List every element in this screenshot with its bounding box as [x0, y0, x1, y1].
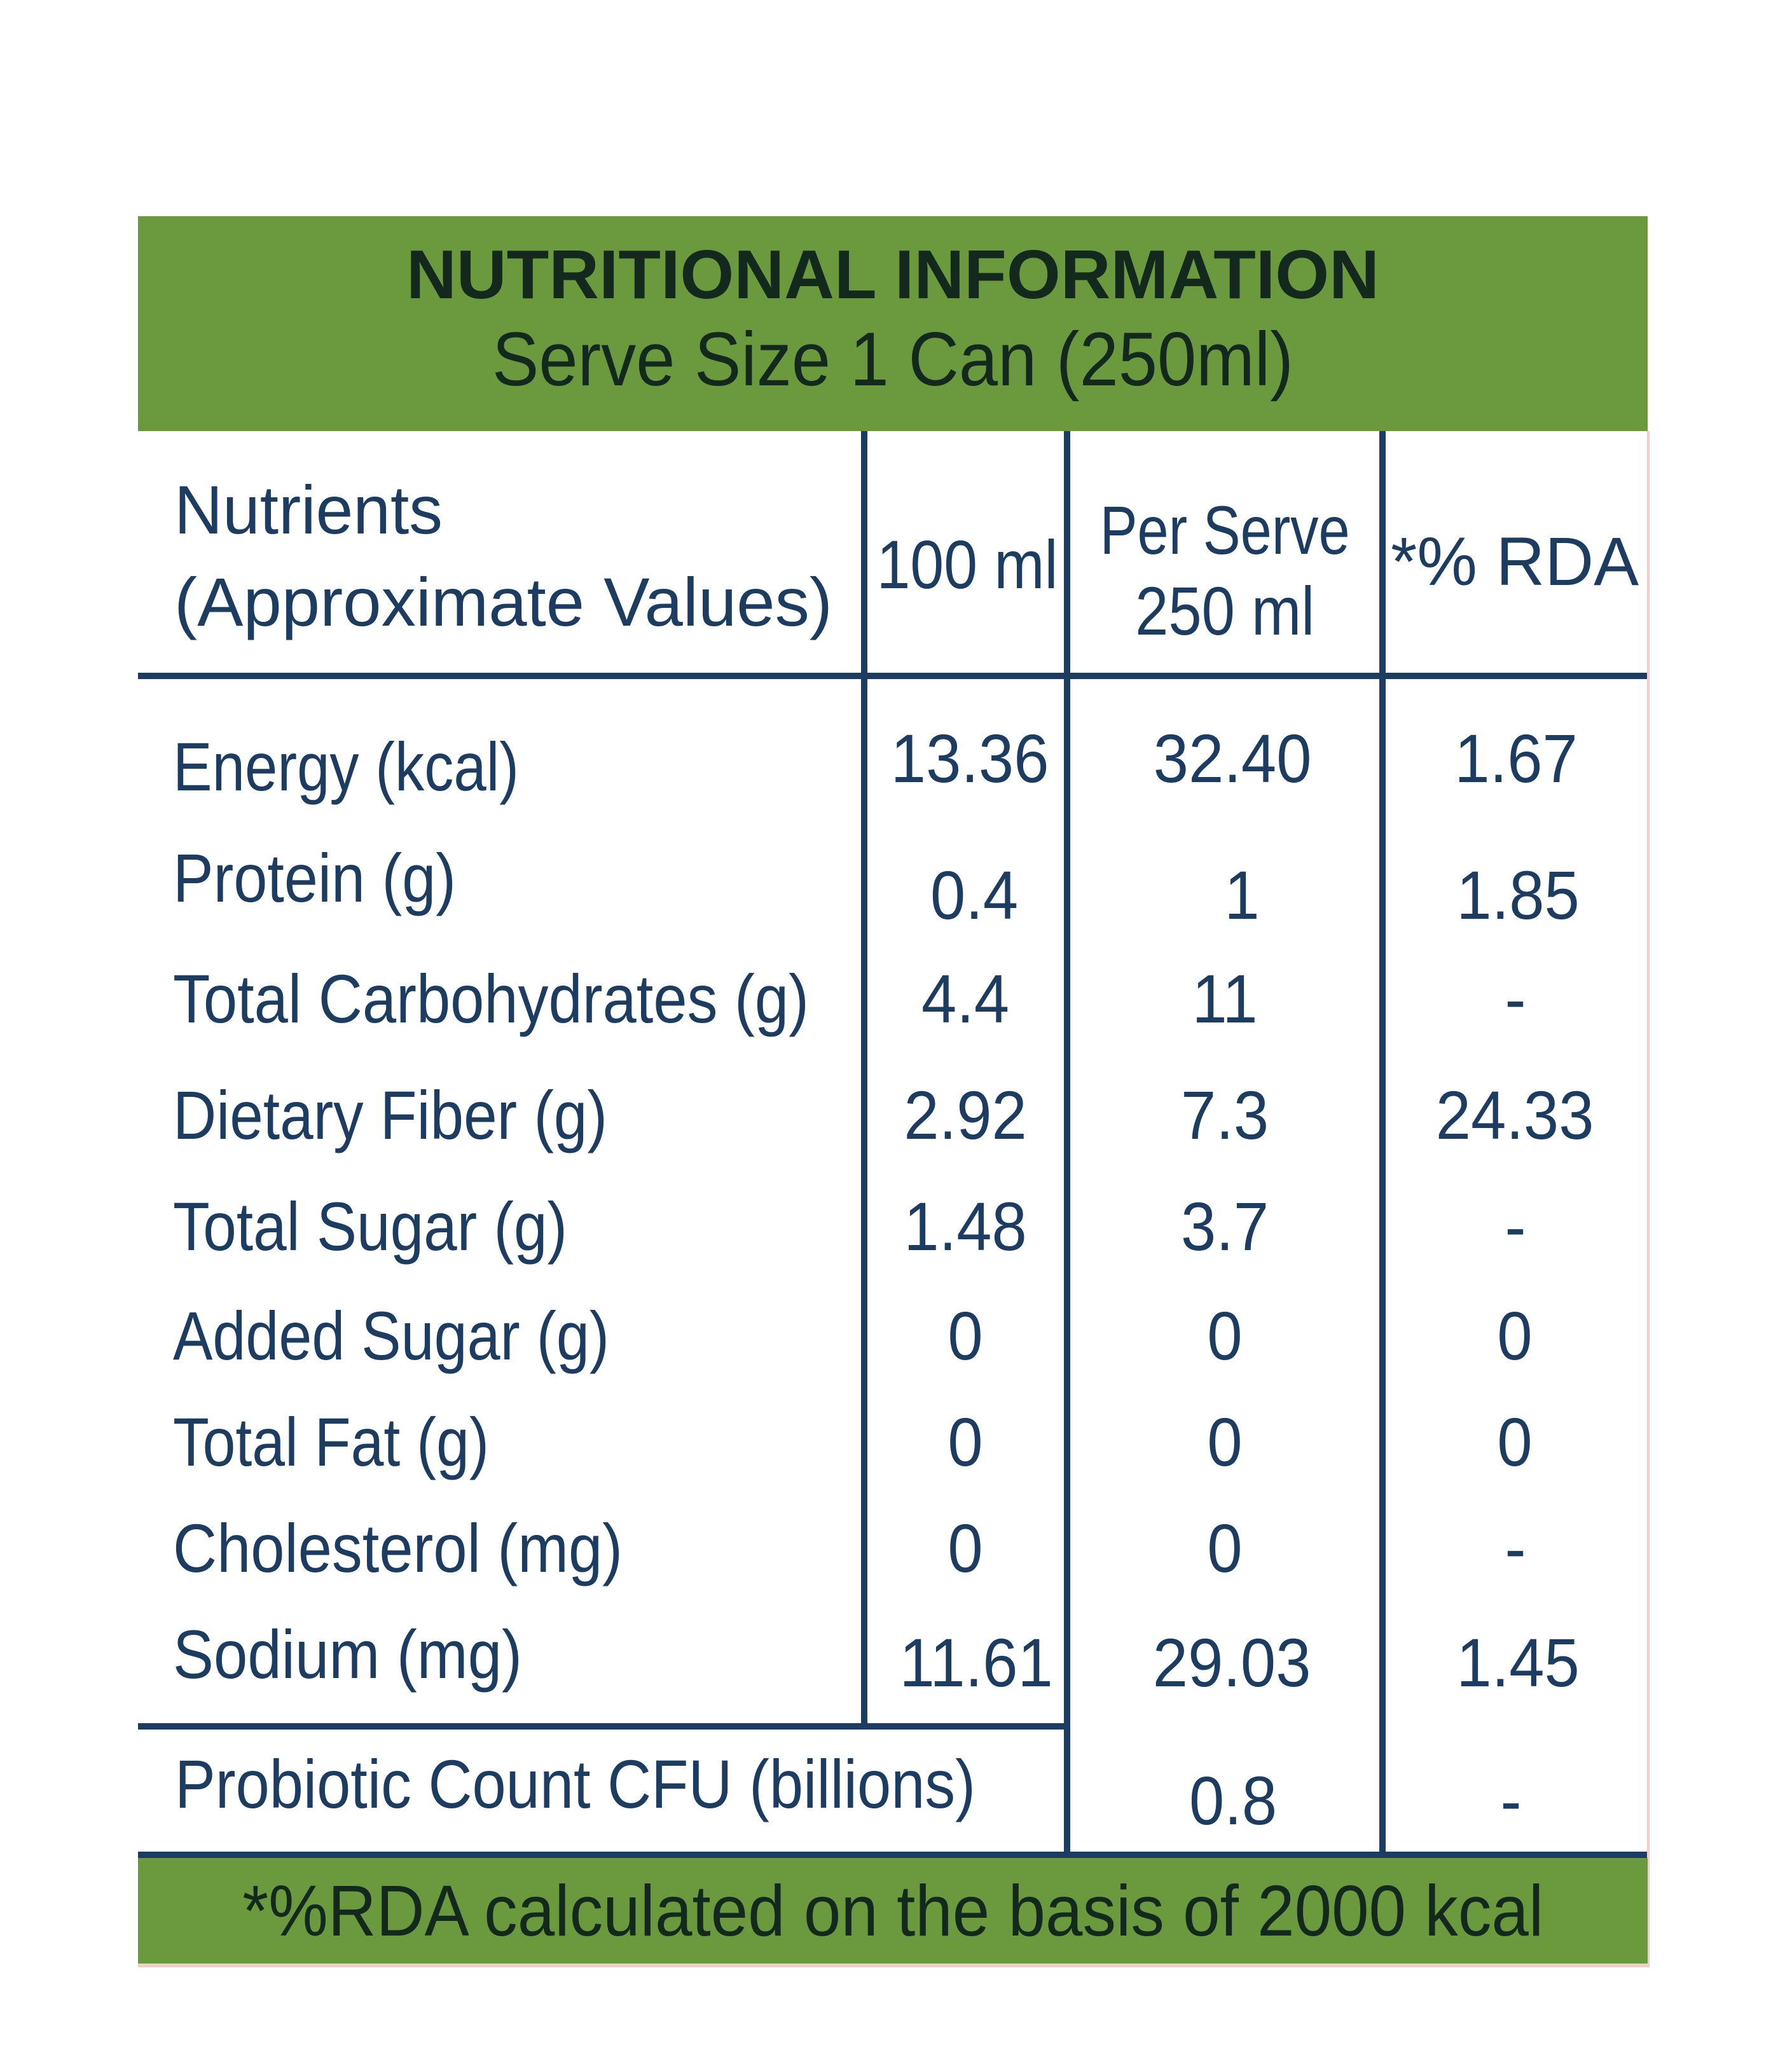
- row-label: Total Fat (g): [173, 1403, 489, 1480]
- cell-per-serve: 11: [1192, 960, 1258, 1037]
- cell-rda: 0: [1497, 1403, 1533, 1480]
- cell-per-serve: 1: [1224, 856, 1260, 933]
- table-row: Cholesterol (mg) 0 0 -: [138, 1490, 1648, 1605]
- column-header-per-serve-line2: 250 ml: [1134, 572, 1314, 649]
- cell-per-serve: 32.40: [1153, 719, 1312, 797]
- row-label: Dietary Fiber (g): [173, 1076, 607, 1153]
- cell-100ml: 0: [948, 1509, 984, 1586]
- cell-100ml: 13.36: [891, 719, 1049, 797]
- row-label: Protein (g): [173, 839, 456, 916]
- cell-per-serve: 7.3: [1180, 1076, 1269, 1153]
- table-row: Total Carbohydrates (g) 4.4 11 -: [138, 941, 1648, 1056]
- row-label: Cholesterol (mg): [173, 1509, 623, 1586]
- serve-size-subtitle-text: Serve Size 1 Can (250ml): [492, 316, 1293, 402]
- cell-rda: -: [1504, 960, 1526, 1037]
- cell-100ml: 11.61: [899, 1623, 1054, 1701]
- right-edge-accent-line: [1647, 431, 1650, 1967]
- cell-100ml: 2.92: [904, 1076, 1028, 1153]
- column-header-nutrients: Nutrients (Approximate Values): [138, 456, 864, 648]
- sodium-bottom-rule: [138, 1723, 1070, 1730]
- header-bottom-rule: [138, 673, 1648, 679]
- cell-100ml: 1.48: [904, 1187, 1028, 1265]
- cell-rda: -: [1504, 1187, 1526, 1265]
- footer-beige-edge: [138, 1964, 1648, 1965]
- cell-rda: 0: [1497, 1297, 1533, 1374]
- row-label: Energy (kcal): [173, 727, 519, 805]
- cell-100ml: 0: [948, 1403, 984, 1480]
- column-header-nutrients-line1: Nutrients: [174, 471, 443, 548]
- row-label: Probiotic Count CFU (billions): [175, 1745, 975, 1822]
- cell-per-serve: 0: [1207, 1297, 1243, 1374]
- row-label: Sodium (mg): [173, 1615, 522, 1693]
- column-header-100ml: 100 ml: [876, 525, 1058, 603]
- cell-100ml: 0.4: [930, 856, 1019, 933]
- table-row: Dietary Fiber (g) 2.92 7.3 24.33: [138, 1057, 1648, 1172]
- row-label: Added Sugar (g): [173, 1297, 609, 1374]
- column-separator-2: [1064, 431, 1070, 1852]
- page-title-text: NUTRITIONAL INFORMATION: [406, 235, 1379, 313]
- table-row: Total Sugar (g) 1.48 3.7 -: [138, 1169, 1648, 1283]
- table-row: Total Fat (g) 0 0 0: [138, 1384, 1648, 1499]
- cell-100ml: 4.4: [921, 960, 1010, 1037]
- table-body: Energy (kcal) 13.36 32.40 1.67 Protein (g) 0.…: [138, 673, 1648, 1726]
- cell-100ml: 0: [948, 1297, 984, 1374]
- rda-footnote: *%RDA calculated on the basis of 2000 kc…: [242, 1871, 1543, 1951]
- footer-pink-edge: [138, 1965, 1648, 1967]
- column-header-rda: *% RDA: [1391, 522, 1639, 600]
- footer-band: *%RDA calculated on the basis of 2000 kc…: [138, 1858, 1648, 1964]
- cell-per-serve: 0: [1207, 1509, 1243, 1586]
- column-header-nutrients-line2: (Approximate Values): [174, 563, 832, 640]
- table-row: Added Sugar (g) 0 0 0: [138, 1278, 1648, 1393]
- serve-size-subtitle: Serve Size 1 Can (250ml): [456, 315, 1330, 404]
- column-header-per-serve: Per Serve 250 ml: [1067, 453, 1382, 651]
- table-header-row: Nutrients (Approximate Values) 100 ml Pe…: [138, 431, 1648, 673]
- cell-per-serve: 0.8: [1189, 1762, 1278, 1839]
- column-separator-1: [861, 431, 867, 1723]
- page-title: NUTRITIONAL INFORMATION: [406, 235, 1379, 315]
- table-bottom-rule: [138, 1852, 1648, 1858]
- column-header-per-serve-line1: Per Serve: [1099, 492, 1350, 568]
- cell-rda: 1.67: [1454, 719, 1578, 797]
- cell-rda: -: [1499, 1762, 1522, 1839]
- cell-per-serve: 29.03: [1152, 1623, 1311, 1701]
- cell-rda: 1.45: [1456, 1623, 1580, 1701]
- cell-per-serve: 3.7: [1180, 1187, 1269, 1265]
- cell-rda: 1.85: [1456, 856, 1580, 933]
- header-band: NUTRITIONAL INFORMATION Serve Size 1 Can…: [138, 216, 1648, 431]
- cell-rda: 24.33: [1436, 1076, 1594, 1153]
- row-label: Total Carbohydrates (g): [173, 960, 809, 1037]
- cell-per-serve: 0: [1207, 1403, 1243, 1480]
- column-separator-3: [1379, 431, 1386, 1852]
- table-row: Protein (g) 0.4 1 1.85: [138, 820, 1648, 935]
- probiotic-row: Probiotic Count CFU (billions) 0.8 -: [138, 1726, 1648, 1852]
- cell-rda: -: [1504, 1509, 1526, 1586]
- table-row: Sodium (mg) 11.61 29.03 1.45: [138, 1597, 1648, 1711]
- table-row: Energy (kcal) 13.36 32.40 1.67: [138, 709, 1648, 823]
- row-label: Total Sugar (g): [173, 1187, 567, 1265]
